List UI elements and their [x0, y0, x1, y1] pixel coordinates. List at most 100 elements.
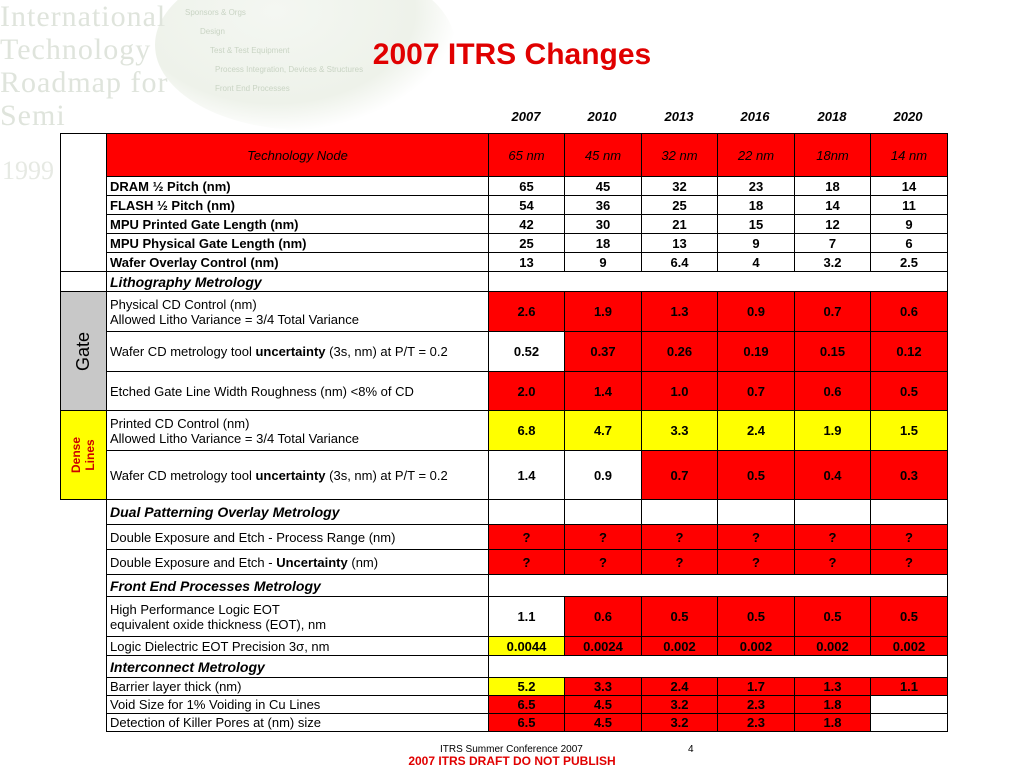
table-row: Wafer CD metrology tool uncertainty (3s,… — [61, 450, 948, 500]
cell-value: 3.2 — [794, 252, 871, 272]
cell-value: 1.8 — [794, 695, 871, 714]
cell-value: ? — [794, 524, 871, 550]
table-row: MPU Physical Gate Length (nm) 25 18 13 9… — [61, 233, 948, 253]
cell-value: 1.5 — [870, 410, 948, 451]
cell-value: 2.4 — [641, 677, 718, 696]
cell-value: ? — [488, 549, 565, 575]
empty-cell — [870, 499, 948, 525]
cell-value: ? — [794, 549, 871, 575]
cell-value: 0.9 — [717, 291, 795, 332]
cell-value: 5.2 — [488, 677, 565, 696]
cell-value: 1.1 — [488, 596, 565, 637]
cell-value: 1.9 — [794, 410, 871, 451]
row-label: Wafer CD metrology tool uncertainty (3s,… — [106, 450, 489, 500]
node-value: 65 nm — [488, 133, 565, 177]
technology-node-label: Technology Node — [106, 133, 489, 177]
cell-value: 14 — [794, 195, 871, 215]
cell-value: 1.4 — [488, 450, 565, 500]
page-number: 4 — [688, 744, 694, 755]
cell-value: ? — [870, 549, 948, 575]
cell-value: 0.15 — [794, 331, 871, 372]
cell-value: 21 — [641, 214, 718, 234]
cell-value: 9 — [717, 233, 795, 253]
dense-lines-side-label: Dense Lines — [60, 410, 107, 500]
row-label: High Performance Logic EOT equivalent oxi… — [106, 596, 489, 637]
cell-value: 18 — [717, 195, 795, 215]
empty-cell — [488, 271, 948, 292]
section-header-row: Dual Patterning Overlay Metrology — [61, 499, 948, 525]
node-value: 14 nm — [870, 133, 948, 177]
cell-value: 0.5 — [870, 371, 948, 411]
cell-value: 15 — [717, 214, 795, 234]
empty-cell — [794, 499, 871, 525]
row-label: Logic Dielectric EOT Precision 3σ, nm — [106, 636, 489, 656]
cell-value: 4 — [717, 252, 795, 272]
cell-value: 0.9 — [564, 450, 642, 500]
cell-value: 6.4 — [641, 252, 718, 272]
cell-value: 3.2 — [641, 713, 718, 732]
row-label: Void Size for 1% Voiding in Cu Lines — [106, 695, 489, 714]
cell-value: ? — [717, 524, 795, 550]
row-label: Etched Gate Line Width Roughness (nm) <8… — [106, 371, 489, 411]
cell-value: 0.26 — [641, 331, 718, 372]
row-label: Wafer CD metrology tool uncertainty (3s,… — [106, 331, 489, 372]
cell-value: 45 — [564, 176, 642, 196]
node-value: 32 nm — [641, 133, 718, 177]
cell-value: 0.4 — [794, 450, 871, 500]
cell-value: 1.3 — [794, 677, 871, 696]
slide-title: 2007 ITRS Changes — [372, 38, 652, 71]
node-value: 45 nm — [564, 133, 642, 177]
table-row: DRAM ½ Pitch (nm) 65 45 32 23 18 14 — [61, 176, 948, 196]
cell-value: 0.002 — [641, 636, 718, 656]
cell-value: 4.5 — [564, 713, 642, 732]
cell-value: 6 — [870, 233, 948, 253]
row-label: Barrier layer thick (nm) — [106, 677, 489, 696]
cell-value: ? — [488, 524, 565, 550]
table-row: Void Size for 1% Voiding in Cu Lines 6.5… — [61, 695, 948, 714]
cell-value: 2.3 — [717, 695, 795, 714]
cell-value: 9 — [564, 252, 642, 272]
row-label: Printed CD Control (nm) Allowed Litho Var… — [106, 410, 489, 451]
cell-value — [870, 713, 948, 732]
cell-value: 0.6 — [870, 291, 948, 332]
row-label: Double Exposure and Etch - Process Range… — [106, 524, 489, 550]
cell-value: 1.8 — [794, 713, 871, 732]
cell-value: ? — [564, 549, 642, 575]
cell-value: 36 — [564, 195, 642, 215]
cell-value: 3.3 — [564, 677, 642, 696]
cell-value: 6.5 — [488, 713, 565, 732]
cell-value: 0.6 — [564, 596, 642, 637]
footer-conference: ITRS Summer Conference 2007 — [440, 744, 583, 755]
cell-value: 1.7 — [717, 677, 795, 696]
cell-value: 0.3 — [870, 450, 948, 500]
cell-value: 54 — [488, 195, 565, 215]
cell-value: 0.0044 — [488, 636, 565, 656]
cell-value: 6.8 — [488, 410, 565, 451]
footer-draft-notice: 2007 ITRS DRAFT DO NOT PUBLISH — [408, 754, 616, 768]
table-row: Wafer Overlay Control (nm) 13 9 6.4 4 3.… — [61, 252, 948, 272]
year-label: 2018 — [817, 109, 847, 124]
section-header-row: Lithography Metrology — [60, 271, 948, 292]
empty-cell — [641, 499, 718, 525]
cell-value: 13 — [641, 233, 718, 253]
year-label: 2016 — [740, 109, 770, 124]
cell-value: ? — [870, 524, 948, 550]
cell-value: 65 — [488, 176, 565, 196]
row-label: Physical CD Control (nm) Allowed Litho Va… — [106, 291, 489, 332]
background-globe — [155, 0, 455, 130]
cell-value: 2.4 — [717, 410, 795, 451]
cell-value: 0.5 — [717, 450, 795, 500]
cell-value: 11 — [870, 195, 948, 215]
cell-value: 0.52 — [488, 331, 565, 372]
section-heading: Dual Patterning Overlay Metrology — [106, 499, 489, 525]
cell-value: 1.0 — [641, 371, 718, 411]
cell-value: 2.6 — [488, 291, 565, 332]
cell-value: 1.3 — [641, 291, 718, 332]
cell-value: 6.5 — [488, 695, 565, 714]
cell-value: 0.0024 — [564, 636, 642, 656]
node-side-cell — [60, 133, 107, 272]
cell-value: 18 — [564, 233, 642, 253]
table-row: Dense Lines Printed CD Control (nm) Allowe… — [60, 410, 948, 500]
section-heading: Lithography Metrology — [106, 271, 489, 292]
year-label: 2020 — [893, 109, 923, 124]
